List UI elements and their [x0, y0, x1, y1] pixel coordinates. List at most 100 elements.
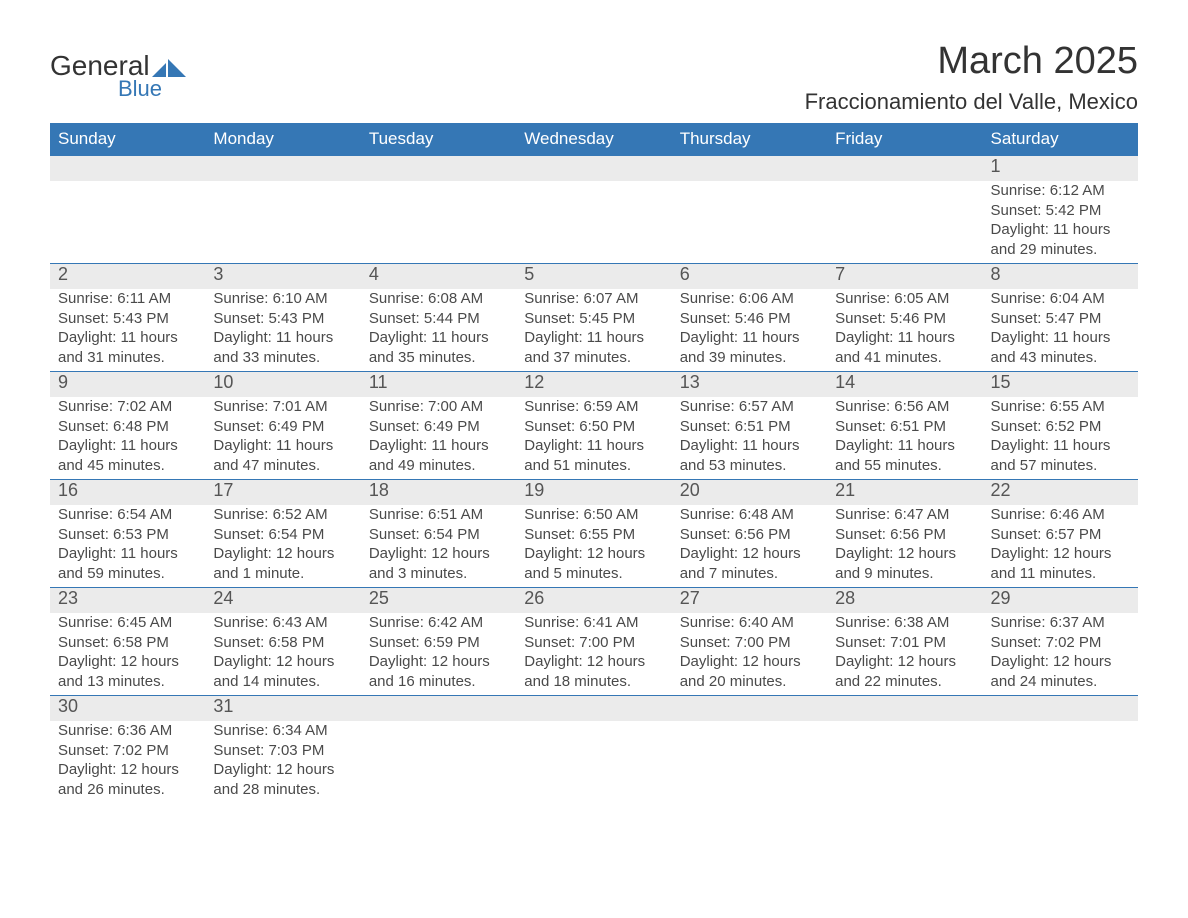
sunrise-text: Sunrise: 6:52 AM [213, 505, 352, 525]
daylight-text-1: Daylight: 11 hours [58, 436, 197, 456]
sunrise-text: Sunrise: 6:54 AM [58, 505, 197, 525]
day-detail-cell: Sunrise: 6:50 AMSunset: 6:55 PMDaylight:… [516, 505, 671, 588]
day-detail-cell: Sunrise: 6:40 AMSunset: 7:00 PMDaylight:… [672, 613, 827, 696]
daylight-text-1: Daylight: 12 hours [680, 544, 819, 564]
daynum-row: 30 31 [50, 696, 1138, 722]
day-detail-cell [827, 721, 982, 803]
sunrise-text: Sunrise: 6:42 AM [369, 613, 508, 633]
sunset-text: Sunset: 6:57 PM [991, 525, 1130, 545]
day-number-cell: 17 [205, 480, 360, 506]
daylight-text-2: and 35 minutes. [369, 348, 508, 368]
day-number-cell: 1 [983, 156, 1138, 182]
day-number: 12 [524, 372, 544, 392]
daylight-text-1: Daylight: 11 hours [213, 436, 352, 456]
day-number: 2 [58, 264, 68, 284]
sunset-text: Sunset: 5:44 PM [369, 309, 508, 329]
day-number: 19 [524, 480, 544, 500]
sunrise-text: Sunrise: 6:34 AM [213, 721, 352, 741]
sunrise-text: Sunrise: 6:06 AM [680, 289, 819, 309]
daylight-text-1: Daylight: 11 hours [991, 328, 1130, 348]
day-detail-cell: Sunrise: 6:05 AMSunset: 5:46 PMDaylight:… [827, 289, 982, 372]
day-number-cell: 5 [516, 264, 671, 290]
day-detail-cell: Sunrise: 6:51 AMSunset: 6:54 PMDaylight:… [361, 505, 516, 588]
day-detail-cell: Sunrise: 6:47 AMSunset: 6:56 PMDaylight:… [827, 505, 982, 588]
day-number-cell: 31 [205, 696, 360, 722]
day-number-cell: 19 [516, 480, 671, 506]
logo-text-blue: Blue [118, 76, 186, 102]
day-number-cell: 15 [983, 372, 1138, 398]
day-detail-cell: Sunrise: 7:01 AMSunset: 6:49 PMDaylight:… [205, 397, 360, 480]
day-detail-cell [361, 721, 516, 803]
day-detail-cell: Sunrise: 6:57 AMSunset: 6:51 PMDaylight:… [672, 397, 827, 480]
sunset-text: Sunset: 5:46 PM [680, 309, 819, 329]
day-detail-cell: Sunrise: 6:34 AMSunset: 7:03 PMDaylight:… [205, 721, 360, 803]
sunset-text: Sunset: 6:58 PM [58, 633, 197, 653]
sunrise-text: Sunrise: 6:11 AM [58, 289, 197, 309]
sunset-text: Sunset: 6:58 PM [213, 633, 352, 653]
day-number-cell [361, 156, 516, 182]
day-number-cell: 4 [361, 264, 516, 290]
daylight-text-2: and 59 minutes. [58, 564, 197, 584]
daylight-text-2: and 55 minutes. [835, 456, 974, 476]
sunset-text: Sunset: 5:43 PM [58, 309, 197, 329]
daylight-text-2: and 1 minute. [213, 564, 352, 584]
sunrise-text: Sunrise: 6:40 AM [680, 613, 819, 633]
day-detail-cell: Sunrise: 6:11 AMSunset: 5:43 PMDaylight:… [50, 289, 205, 372]
day-detail-cell: Sunrise: 6:38 AMSunset: 7:01 PMDaylight:… [827, 613, 982, 696]
daylight-text-1: Daylight: 12 hours [524, 652, 663, 672]
sunrise-text: Sunrise: 6:05 AM [835, 289, 974, 309]
sunset-text: Sunset: 7:00 PM [680, 633, 819, 653]
day-number-cell [672, 156, 827, 182]
daylight-text-2: and 26 minutes. [58, 780, 197, 800]
day-number: 16 [58, 480, 78, 500]
weekday-header: Wednesday [516, 123, 671, 156]
day-number: 3 [213, 264, 223, 284]
sunrise-text: Sunrise: 6:36 AM [58, 721, 197, 741]
day-number: 30 [58, 696, 78, 716]
calendar-table: Sunday Monday Tuesday Wednesday Thursday… [50, 123, 1138, 803]
day-detail-cell: Sunrise: 6:10 AMSunset: 5:43 PMDaylight:… [205, 289, 360, 372]
day-number: 27 [680, 588, 700, 608]
daylight-text-2: and 20 minutes. [680, 672, 819, 692]
logo: General Blue [50, 50, 186, 102]
day-detail-cell: Sunrise: 7:00 AMSunset: 6:49 PMDaylight:… [361, 397, 516, 480]
sunrise-text: Sunrise: 6:43 AM [213, 613, 352, 633]
weekday-header: Saturday [983, 123, 1138, 156]
daylight-text-1: Daylight: 12 hours [991, 544, 1130, 564]
day-number-cell: 7 [827, 264, 982, 290]
daylight-text-2: and 41 minutes. [835, 348, 974, 368]
day-number: 14 [835, 372, 855, 392]
weekday-header: Sunday [50, 123, 205, 156]
daylight-text-1: Daylight: 12 hours [524, 544, 663, 564]
daynum-row: 9101112131415 [50, 372, 1138, 398]
day-detail-cell [516, 721, 671, 803]
day-number-cell [983, 696, 1138, 722]
daylight-text-2: and 31 minutes. [58, 348, 197, 368]
sunset-text: Sunset: 6:54 PM [213, 525, 352, 545]
daylight-text-2: and 13 minutes. [58, 672, 197, 692]
sunset-text: Sunset: 5:43 PM [213, 309, 352, 329]
sunrise-text: Sunrise: 6:07 AM [524, 289, 663, 309]
day-detail-row: Sunrise: 7:02 AMSunset: 6:48 PMDaylight:… [50, 397, 1138, 480]
day-detail-cell: Sunrise: 6:36 AMSunset: 7:02 PMDaylight:… [50, 721, 205, 803]
day-detail-cell [205, 181, 360, 264]
sunrise-text: Sunrise: 6:51 AM [369, 505, 508, 525]
day-number: 26 [524, 588, 544, 608]
day-detail-cell [361, 181, 516, 264]
day-detail-cell [983, 721, 1138, 803]
daylight-text-1: Daylight: 11 hours [680, 328, 819, 348]
day-detail-cell: Sunrise: 6:59 AMSunset: 6:50 PMDaylight:… [516, 397, 671, 480]
day-number-cell [50, 156, 205, 182]
daylight-text-2: and 24 minutes. [991, 672, 1130, 692]
day-number-cell: 8 [983, 264, 1138, 290]
daynum-row: 16171819202122 [50, 480, 1138, 506]
daylight-text-2: and 43 minutes. [991, 348, 1130, 368]
day-number-cell [827, 696, 982, 722]
daylight-text-1: Daylight: 12 hours [58, 760, 197, 780]
daylight-text-1: Daylight: 12 hours [213, 760, 352, 780]
sunset-text: Sunset: 7:03 PM [213, 741, 352, 761]
day-number-cell: 3 [205, 264, 360, 290]
sunrise-text: Sunrise: 6:12 AM [991, 181, 1130, 201]
day-number: 20 [680, 480, 700, 500]
day-number-cell: 6 [672, 264, 827, 290]
